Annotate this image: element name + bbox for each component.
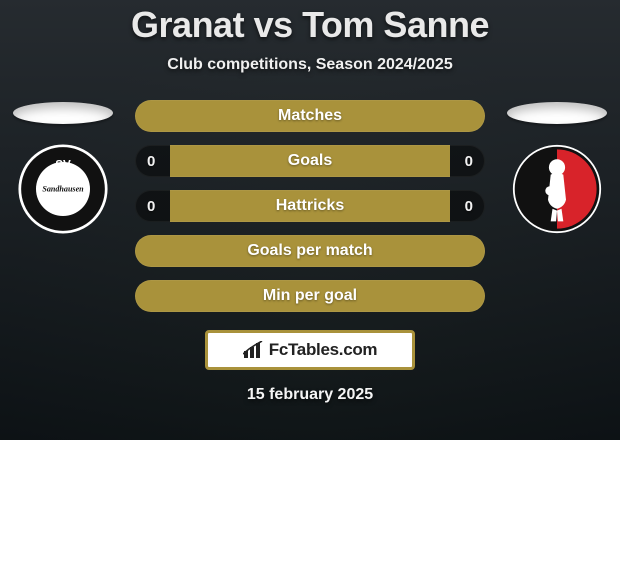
stat-label: Goals per match	[247, 242, 372, 260]
stat-rows: Matches 0 Goals 0 0 Hattricks 0 Goals per match…	[135, 88, 485, 312]
bar-chart-icon	[243, 341, 265, 359]
stat-right-value: 0	[465, 145, 473, 177]
logo-shadow-left	[13, 102, 113, 124]
brand-badge: FcTables.com	[205, 330, 415, 370]
content-wrap: SV 1916 Sandhausen Matches0Goals00Ha	[0, 88, 620, 404]
stat-row: Goals per match	[135, 235, 485, 267]
stat-label: Hattricks	[276, 197, 344, 215]
stat-label: Goals	[288, 152, 332, 170]
team-right-logo	[512, 144, 602, 234]
team-left: SV 1916 Sandhausen	[8, 102, 118, 234]
stat-row: Matches	[135, 100, 485, 132]
brand-text: FcTables.com	[269, 340, 378, 360]
stat-row: 0 Goals 0	[135, 145, 485, 177]
comparison-hero: Granat vs Tom Sanne Club competitions, S…	[0, 0, 620, 440]
stat-label: Matches	[278, 107, 342, 125]
svg-text:1916: 1916	[53, 205, 73, 215]
team-left-logo: SV 1916 Sandhausen	[18, 144, 108, 234]
svg-text:Sandhausen: Sandhausen	[42, 185, 84, 194]
date-label: 15 february 2025	[0, 386, 620, 404]
subtitle: Club competitions, Season 2024/2025	[0, 56, 620, 74]
stat-row: Min per goal	[135, 280, 485, 312]
stat-label: Min per goal	[263, 287, 357, 305]
stat-row: 0 Hattricks 0	[135, 190, 485, 222]
team-right	[502, 102, 612, 234]
page-title: Granat vs Tom Sanne	[0, 4, 620, 46]
logo-shadow-right	[507, 102, 607, 124]
stat-left-value: 0	[147, 190, 155, 222]
svg-text:SV: SV	[55, 158, 71, 171]
stat-right-value: 0	[465, 190, 473, 222]
stat-left-value: 0	[147, 145, 155, 177]
